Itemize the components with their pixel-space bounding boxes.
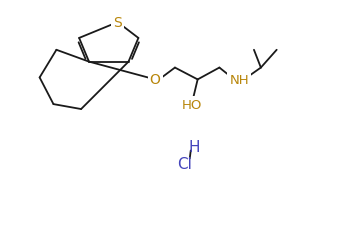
Text: S: S bbox=[113, 16, 122, 30]
Text: O: O bbox=[150, 73, 160, 87]
Text: H: H bbox=[189, 140, 201, 154]
Text: NH: NH bbox=[229, 74, 249, 87]
Text: HO: HO bbox=[182, 98, 202, 111]
Text: Cl: Cl bbox=[177, 156, 192, 171]
